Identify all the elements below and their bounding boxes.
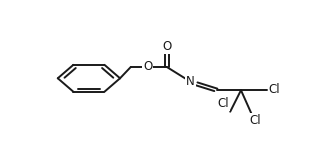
Text: O: O	[162, 40, 171, 53]
Text: O: O	[143, 60, 152, 73]
Text: Cl: Cl	[269, 82, 280, 95]
Text: N: N	[186, 75, 195, 88]
Text: Cl: Cl	[218, 97, 229, 111]
Text: Cl: Cl	[250, 114, 261, 127]
